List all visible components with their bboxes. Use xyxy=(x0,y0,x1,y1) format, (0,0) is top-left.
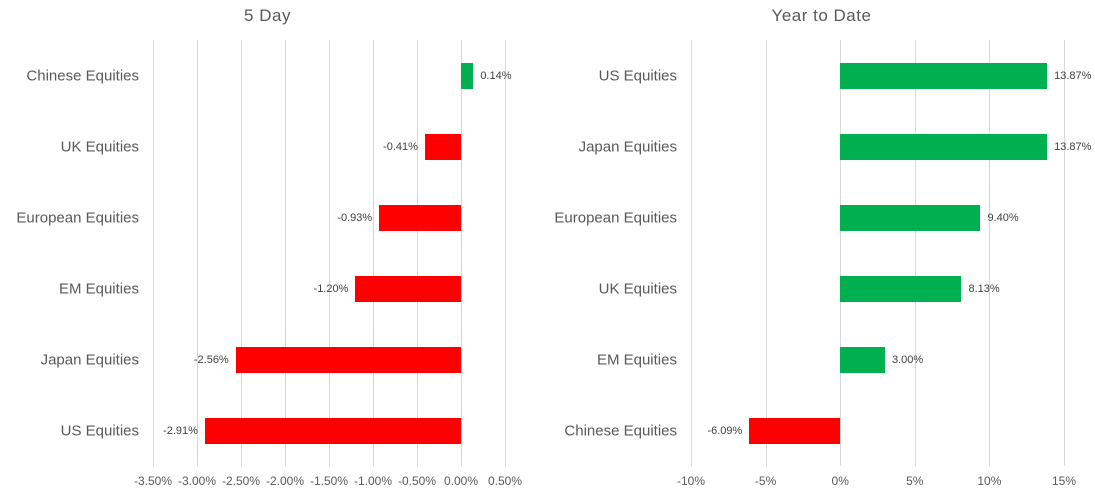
category-label: Japan Equities xyxy=(40,351,139,368)
gridline xyxy=(989,40,991,466)
category-label: Chinese Equities xyxy=(26,67,139,84)
bar xyxy=(379,204,461,231)
value-label: 13.87% xyxy=(1054,140,1092,153)
gridline xyxy=(153,40,154,466)
category-label: European Equities xyxy=(554,209,677,226)
bar xyxy=(355,275,461,302)
category-label: European Equities xyxy=(16,209,139,226)
axis-tick-label: -5% xyxy=(754,474,777,488)
axis-tick-label: -3.00% xyxy=(177,474,217,488)
category-label: EM Equities xyxy=(58,280,139,297)
axis-tick-label: -2.50% xyxy=(221,474,261,488)
value-label: -1.20% xyxy=(313,282,349,295)
gridline xyxy=(329,40,330,466)
axis-tick-label: 10% xyxy=(977,474,1002,488)
value-label: 0.14% xyxy=(480,69,512,82)
bar xyxy=(424,133,461,160)
bar xyxy=(235,346,461,373)
chart-title: 5 Day xyxy=(244,6,291,25)
category-label: EM Equities xyxy=(596,351,677,368)
plot-area: -10% -5% 0% 5% 10% 15% US Equities 13.87% Japan … xyxy=(548,0,1095,498)
bar xyxy=(840,204,981,231)
gridline xyxy=(914,40,916,466)
bar xyxy=(840,275,962,302)
gridline xyxy=(461,40,462,466)
value-label: -2.56% xyxy=(193,353,229,366)
gridline xyxy=(373,40,374,466)
axis-tick-label: 0% xyxy=(831,474,849,488)
axis-tick-label: -10% xyxy=(676,474,706,488)
axis-tick-label: -2.00% xyxy=(265,474,305,488)
gridline xyxy=(197,40,198,466)
value-label: 13.87% xyxy=(1054,69,1092,82)
gridline xyxy=(1064,40,1065,466)
gridline xyxy=(840,40,842,466)
chart-year-to-date: Year to Date -10% -5% 0% 5% 10% 15% US Equitie… xyxy=(548,0,1095,498)
category-label: UK Equities xyxy=(598,280,677,297)
value-label: 8.13% xyxy=(968,282,1000,295)
axis-tick-label: 5% xyxy=(906,474,924,488)
axis-tick-label: 15% xyxy=(1051,474,1077,488)
value-label: -6.09% xyxy=(707,424,743,437)
chart-5-day: 5 Day -3.50% -3.00% -2.50% -2.00% -1.50% -1.0… xyxy=(0,0,535,498)
category-label: UK Equities xyxy=(60,138,139,155)
value-label: -0.93% xyxy=(337,211,373,224)
axis-tick-label: 0.50% xyxy=(487,474,523,488)
gridline xyxy=(765,40,767,466)
value-label: 3.00% xyxy=(891,353,924,366)
gridline xyxy=(417,40,418,466)
category-label: US Equities xyxy=(60,422,139,439)
bar xyxy=(840,62,1048,89)
axis-tick-label: -0.50% xyxy=(397,474,437,488)
gridline xyxy=(285,40,286,466)
value-label: 9.40% xyxy=(987,211,1019,224)
gridline xyxy=(691,40,692,466)
category-label: US Equities xyxy=(598,67,677,84)
bar xyxy=(204,417,461,444)
bar xyxy=(840,133,1048,160)
gridline xyxy=(505,40,506,466)
gridline xyxy=(241,40,242,466)
axis-tick-label: 0.00% xyxy=(443,474,479,488)
value-label: -0.41% xyxy=(383,140,418,153)
axis-tick-label: -1.00% xyxy=(353,474,393,488)
chart-title: Year to Date xyxy=(771,6,872,25)
bar xyxy=(749,417,841,444)
category-label: Chinese Equities xyxy=(564,422,677,439)
plot-area: -3.50% -3.00% -2.50% -2.00% -1.50% -1.00% -0.5… xyxy=(0,0,535,498)
bar xyxy=(461,62,474,89)
category-label: Japan Equities xyxy=(578,138,677,155)
axis-tick-label: -3.50% xyxy=(133,474,173,488)
bar xyxy=(840,346,885,373)
value-label: -2.91% xyxy=(163,424,198,437)
axis-tick-label: -1.50% xyxy=(309,474,349,488)
